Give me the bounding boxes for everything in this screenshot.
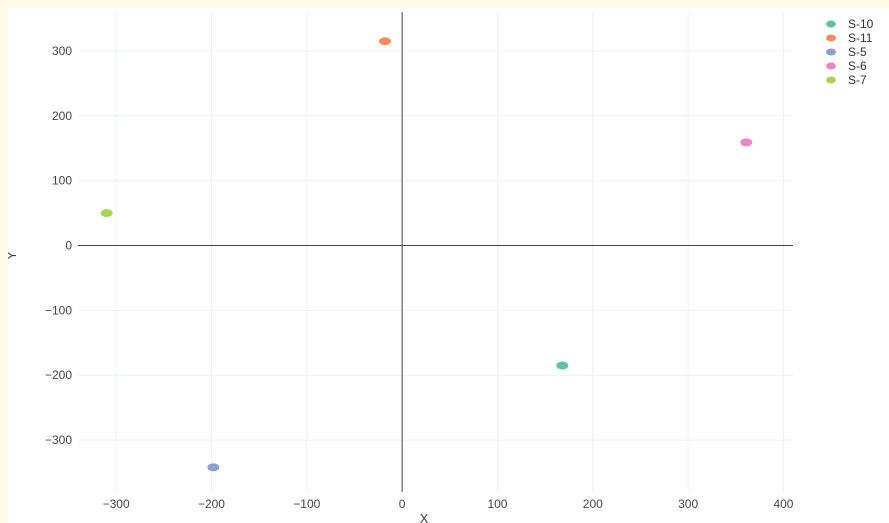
legend-marker <box>826 76 836 84</box>
point-s-6[interactable] <box>740 138 753 147</box>
legend-item-s-11[interactable]: S-11 <box>826 31 873 45</box>
legend-item-s-6[interactable]: S-6 <box>826 59 867 73</box>
chart-frame: −300 −200 −100 0 100 200 300 400 −300 −200 −100 0 1… <box>8 8 889 523</box>
x-tick-label: 300 <box>678 497 698 511</box>
grid-lines <box>78 12 793 492</box>
y-tick-label: −300 <box>45 433 72 447</box>
point-s-7[interactable] <box>100 209 113 218</box>
x-tick-label: −200 <box>198 497 225 511</box>
legend-label: S-11 <box>848 31 873 45</box>
x-tick-label: −300 <box>103 497 130 511</box>
point-s-5[interactable] <box>207 463 220 472</box>
y-tick-label: 300 <box>52 44 72 58</box>
x-axis-ticks: −300 −200 −100 0 100 200 300 400 <box>103 497 794 511</box>
point-s-10[interactable] <box>556 361 569 370</box>
data-points <box>100 37 753 472</box>
legend-marker <box>826 48 836 56</box>
y-axis-title: Y <box>8 251 19 260</box>
legend-label: S-7 <box>848 73 867 87</box>
y-tick-label: 0 <box>65 239 72 253</box>
x-tick-label: 100 <box>487 497 507 511</box>
y-tick-label: −200 <box>45 368 72 382</box>
scatter-chart: −300 −200 −100 0 100 200 300 400 −300 −200 −100 0 1… <box>8 12 874 523</box>
x-tick-label: 400 <box>773 497 793 511</box>
y-tick-label: 200 <box>52 109 72 123</box>
legend-label: S-10 <box>848 17 874 31</box>
legend-marker <box>826 62 836 70</box>
y-tick-label: −100 <box>45 303 72 317</box>
legend-item-s-10[interactable]: S-10 <box>826 17 874 31</box>
legend[interactable]: S-10S-11S-5S-6S-7 <box>826 17 874 87</box>
zero-lines <box>78 12 793 492</box>
legend-marker <box>826 20 836 28</box>
legend-marker <box>826 34 836 42</box>
x-axis-title: X <box>420 511 429 523</box>
x-tick-label: 200 <box>583 497 603 511</box>
y-axis-ticks: −300 −200 −100 0 100 200 300 <box>45 44 72 447</box>
legend-item-s-5[interactable]: S-5 <box>826 45 867 59</box>
x-tick-label: 0 <box>399 497 406 511</box>
point-s-11[interactable] <box>378 37 391 46</box>
legend-label: S-5 <box>848 45 867 59</box>
y-tick-label: 100 <box>52 174 72 188</box>
x-tick-label: −100 <box>293 497 320 511</box>
legend-item-s-7[interactable]: S-7 <box>826 73 867 87</box>
legend-label: S-6 <box>848 59 867 73</box>
